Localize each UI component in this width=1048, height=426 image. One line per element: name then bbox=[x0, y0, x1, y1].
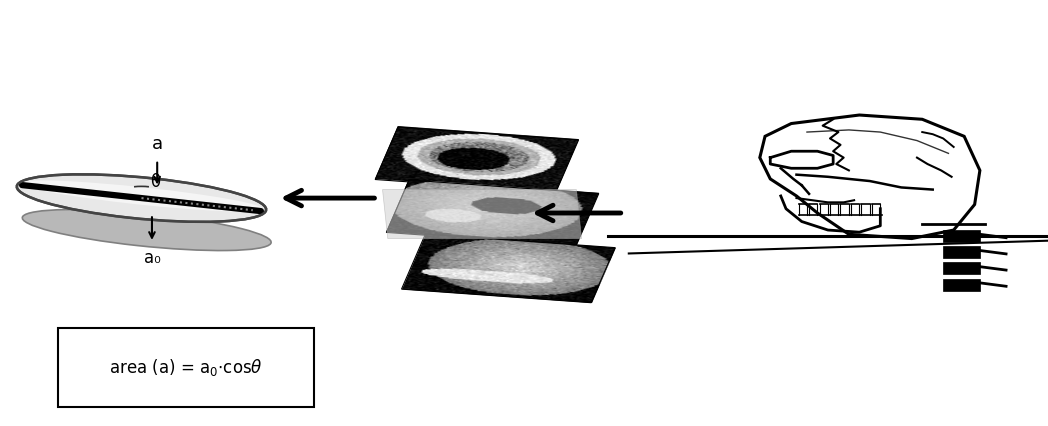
Ellipse shape bbox=[22, 210, 271, 250]
Polygon shape bbox=[943, 246, 980, 258]
Polygon shape bbox=[943, 279, 980, 291]
Text: a₀: a₀ bbox=[144, 249, 160, 267]
Ellipse shape bbox=[17, 174, 266, 222]
Text: a: a bbox=[152, 135, 162, 153]
Polygon shape bbox=[943, 230, 980, 242]
Polygon shape bbox=[943, 262, 980, 274]
Text: area (a) = a$_0$$\cdot$cos$\theta$: area (a) = a$_0$$\cdot$cos$\theta$ bbox=[109, 357, 263, 378]
FancyBboxPatch shape bbox=[58, 328, 314, 407]
Ellipse shape bbox=[20, 180, 263, 212]
Polygon shape bbox=[383, 190, 582, 239]
Text: θ: θ bbox=[150, 173, 160, 191]
